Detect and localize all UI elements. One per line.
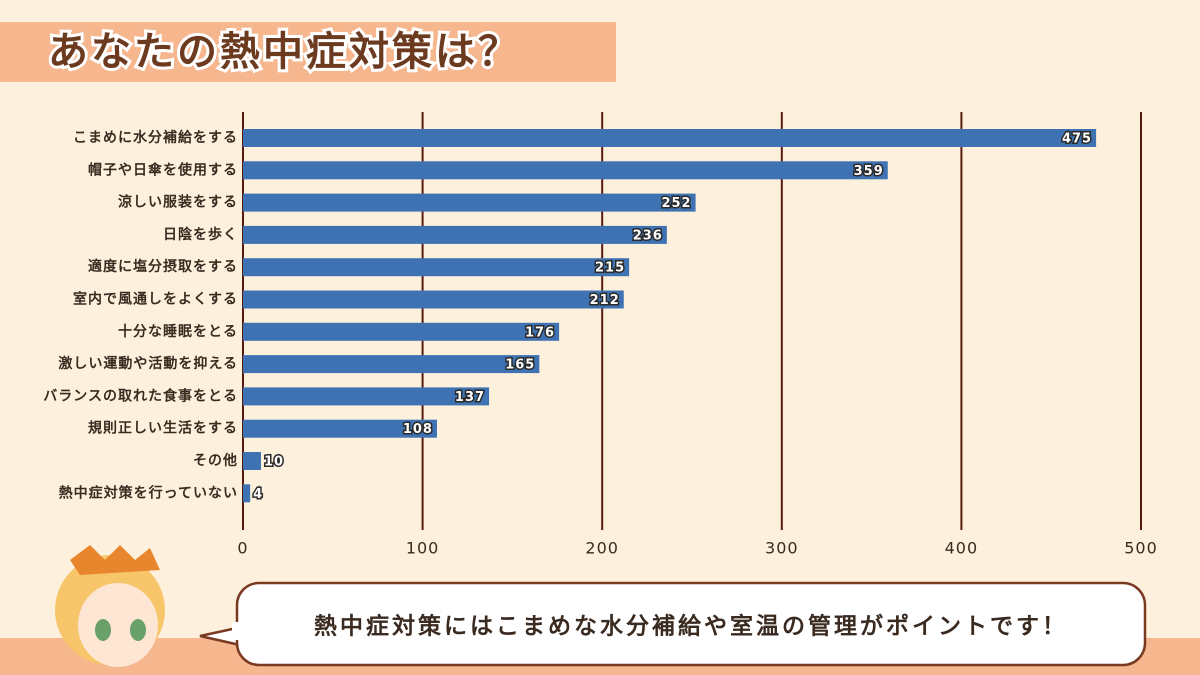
- bar: [243, 484, 251, 503]
- y-tick-label: 激しい運動や活動を抑える: [58, 355, 238, 372]
- value-label: 108: [403, 422, 433, 437]
- value-label: 236: [633, 228, 663, 243]
- bar: [243, 322, 560, 341]
- x-tick-label: 400: [945, 539, 979, 558]
- value-label: 4: [253, 487, 263, 502]
- annotation: 熱中症対策にはこまめな水分補給や室温の管理がポイントです！: [314, 613, 1068, 640]
- character-eye: [95, 619, 111, 641]
- y-tick-label: 規則正しい生活をする: [88, 420, 238, 437]
- value-label: 475: [1062, 132, 1092, 147]
- y-tick-label: 適度に塩分摂取をする: [88, 258, 238, 275]
- x-tick-label: 100: [406, 539, 440, 558]
- character-face: [78, 583, 158, 667]
- value-label: 137: [455, 390, 485, 405]
- bar: [243, 419, 437, 438]
- y-tick-label: 日陰を歩く: [163, 226, 238, 243]
- y-tick-label: こまめに水分補給をする: [73, 129, 238, 146]
- y-tick-label: 熱中症対策を行っていない: [59, 484, 238, 501]
- y-tick-label: 帽子や日傘を使用する: [88, 161, 238, 178]
- x-tick-label: 0: [237, 539, 248, 558]
- bar: [243, 129, 1097, 147]
- bar: [243, 193, 696, 212]
- plot: 0 100 200 300 400 500 こまめに水分補給をする 475 帽子や日傘を使用する…: [43, 112, 1158, 558]
- y-tick-label: その他: [193, 452, 238, 469]
- value-label: 212: [590, 293, 620, 308]
- bar: [243, 290, 624, 309]
- bubble-tail: [199, 626, 241, 647]
- character: [55, 545, 165, 667]
- value-label: 215: [595, 261, 625, 276]
- value-label: 252: [661, 196, 691, 211]
- bar: [243, 355, 540, 374]
- character-headband: [70, 545, 160, 575]
- value-label: 165: [505, 358, 535, 373]
- title-banner: [0, 22, 616, 82]
- value-label: 176: [525, 325, 555, 340]
- x-tick-label: 300: [765, 539, 799, 558]
- bubble-join: [232, 622, 242, 640]
- x-tick-label: 500: [1124, 539, 1158, 558]
- value-label: 10: [264, 455, 284, 470]
- bar: [243, 387, 490, 406]
- bar: [243, 161, 888, 180]
- x-tick-label: 200: [585, 539, 619, 558]
- bar: [243, 258, 630, 277]
- character-eye: [130, 619, 146, 641]
- bar: [243, 452, 261, 470]
- bar: [243, 225, 667, 244]
- chart-title: あなたの熱中症対策は？: [48, 29, 521, 75]
- value-label: 359: [854, 164, 884, 179]
- y-tick-label: バランスの取れた食事をとる: [43, 387, 238, 404]
- y-tick-label: 十分な睡眠をとる: [118, 323, 238, 340]
- y-tick-label: 室内で風通しをよくする: [73, 291, 238, 308]
- y-tick-label: 涼しい服装をする: [118, 194, 238, 211]
